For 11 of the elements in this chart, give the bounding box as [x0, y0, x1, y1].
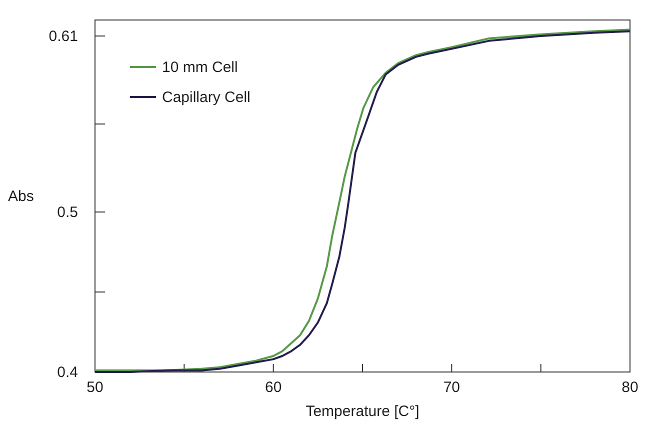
- x-tick-label: 60: [264, 379, 282, 396]
- x-axis-title: Temperature [C°]: [306, 403, 420, 420]
- legend-label: 10 mm Cell: [162, 59, 238, 76]
- x-tick-label: 70: [443, 379, 460, 396]
- y-axis-title: Abs: [8, 188, 34, 205]
- y-tick-label: 0.61: [48, 28, 78, 45]
- x-tick-label: 50: [86, 379, 104, 396]
- y-tick-label: 0.5: [57, 204, 78, 221]
- y-tick-label: 0.4: [57, 364, 78, 381]
- x-tick-label: 80: [622, 379, 638, 396]
- legend-label: Capillary Cell: [162, 89, 250, 106]
